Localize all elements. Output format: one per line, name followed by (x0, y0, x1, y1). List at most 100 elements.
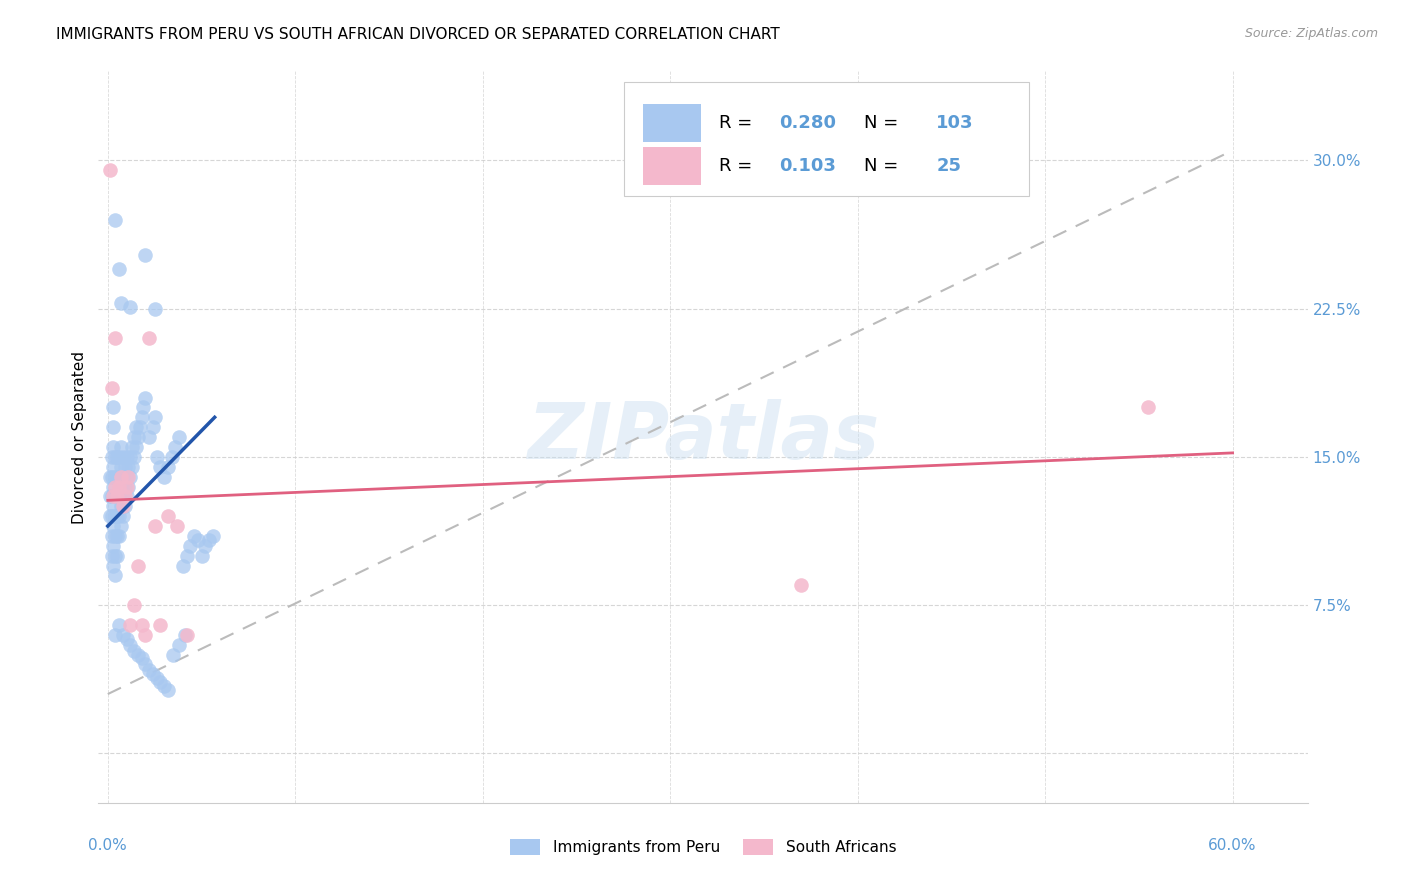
Text: N =: N = (863, 158, 904, 176)
Point (179, 539, 201, 553)
Point (156, 459, 179, 474)
Point (103, 500, 125, 514)
Point (156, 509, 179, 524)
Point (138, 331, 160, 345)
Point (131, 651, 153, 665)
Point (104, 331, 127, 345)
Point (104, 529, 127, 543)
Point (103, 489, 125, 503)
Point (143, 301, 166, 316)
Legend: Immigrants from Peru, South Africans: Immigrants from Peru, South Africans (503, 833, 903, 861)
Point (103, 479, 125, 493)
Point (134, 248, 156, 262)
Point (117, 479, 139, 493)
Point (104, 549, 127, 563)
Point (160, 450, 183, 464)
Point (108, 618, 131, 632)
Point (105, 549, 128, 563)
Point (108, 450, 131, 464)
Point (100, 529, 122, 543)
Point (111, 509, 134, 524)
Point (167, 430, 190, 444)
Point (104, 450, 127, 464)
Point (98, 509, 121, 524)
Point (108, 479, 131, 493)
Point (156, 683, 179, 698)
Bar (643, 147, 700, 186)
Point (138, 664, 160, 678)
Point (134, 657, 156, 672)
Point (105, 509, 128, 524)
Point (145, 671, 167, 685)
Point (105, 450, 128, 464)
Point (187, 533, 209, 547)
Point (121, 440, 143, 454)
Point (122, 450, 145, 464)
Point (105, 469, 128, 483)
Point (149, 459, 172, 474)
Text: 0.103: 0.103 (779, 158, 837, 176)
Point (104, 469, 127, 483)
Point (103, 539, 125, 553)
Point (110, 440, 132, 454)
Point (153, 679, 176, 693)
Point (103, 558, 125, 573)
Point (120, 469, 142, 483)
Point (108, 469, 131, 483)
Point (127, 648, 149, 662)
Point (132, 401, 155, 415)
Point (105, 489, 128, 503)
Point (110, 469, 132, 483)
Text: IMMIGRANTS FROM PERU VS SOUTH AFRICAN DIVORCED OR SEPARATED CORRELATION CHART: IMMIGRANTS FROM PERU VS SOUTH AFRICAN DI… (56, 27, 780, 42)
Text: 60.0%: 60.0% (1208, 838, 1257, 854)
Point (103, 519, 125, 533)
Point (120, 638, 142, 652)
Point (103, 401, 125, 415)
Point (100, 509, 122, 524)
Point (104, 479, 127, 493)
Point (111, 489, 134, 503)
Text: 25: 25 (936, 158, 962, 176)
Point (131, 618, 153, 632)
Point (100, 489, 122, 503)
Text: N =: N = (863, 113, 904, 131)
Point (104, 212, 127, 227)
Point (153, 469, 176, 483)
Point (790, 578, 813, 592)
Point (172, 558, 194, 573)
Text: 103: 103 (936, 113, 974, 131)
Point (108, 262, 131, 277)
Point (110, 459, 132, 474)
Point (134, 628, 156, 642)
Point (138, 430, 160, 444)
Point (104, 568, 127, 582)
Point (166, 519, 188, 533)
Point (110, 500, 132, 514)
Point (117, 459, 139, 474)
Point (115, 489, 138, 503)
Point (114, 459, 136, 474)
Point (173, 628, 195, 642)
Text: Source: ZipAtlas.com: Source: ZipAtlas.com (1244, 27, 1378, 40)
Point (183, 529, 205, 543)
Point (194, 539, 217, 553)
Point (127, 558, 149, 573)
Point (142, 667, 165, 681)
Point (110, 479, 132, 493)
Point (125, 440, 148, 454)
Point (143, 519, 166, 533)
Point (165, 440, 187, 454)
Point (1137, 401, 1160, 415)
Point (104, 489, 127, 503)
Point (120, 300, 142, 314)
Point (98, 469, 121, 483)
Point (115, 450, 138, 464)
Point (142, 420, 165, 434)
Point (143, 410, 166, 425)
Point (120, 618, 142, 632)
Point (122, 430, 145, 444)
Point (104, 509, 127, 524)
Point (162, 648, 184, 662)
Point (105, 529, 128, 543)
Point (103, 420, 125, 434)
